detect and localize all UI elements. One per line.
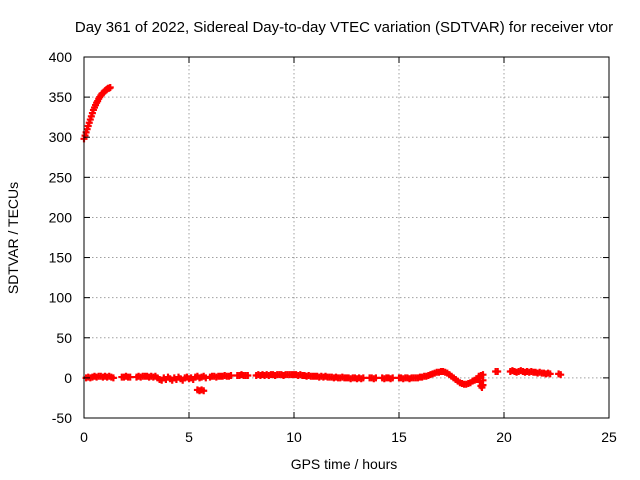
- data-point: [389, 374, 397, 382]
- x-axis-label: GPS time / hours: [291, 456, 398, 472]
- y-tick-label: 0: [64, 370, 72, 386]
- y-axis-label: SDTVAR / TECUs: [5, 182, 21, 294]
- y-tick-label: -50: [52, 410, 72, 426]
- x-tick-label: 15: [391, 429, 407, 445]
- y-tick-label: 250: [49, 169, 73, 185]
- x-tick-label: 20: [496, 429, 512, 445]
- x-tick-label: 5: [185, 429, 193, 445]
- y-tick-label: 350: [49, 89, 73, 105]
- data-point: [200, 387, 208, 395]
- data-point: [494, 367, 502, 375]
- grid: [84, 57, 609, 418]
- data-point: [546, 370, 554, 378]
- y-tick-label: 300: [49, 129, 73, 145]
- data-point: [479, 376, 487, 384]
- data-point: [106, 83, 114, 91]
- data-point: [126, 373, 134, 381]
- data-points: [80, 83, 565, 395]
- chart-title: Day 361 of 2022, Sidereal Day-to-day VTE…: [75, 19, 613, 36]
- plot-frame: [83, 56, 610, 419]
- y-tick-label: 50: [56, 330, 72, 346]
- axis-ticks: -50 0 50 100 150 200 250 300 350 400 0 5 10 15 20 25: [49, 49, 617, 445]
- y-tick-label: 150: [49, 250, 73, 266]
- data-point: [109, 374, 117, 382]
- y-tick-label: 400: [49, 49, 73, 65]
- x-tick-label: 0: [80, 429, 88, 445]
- data-point: [244, 371, 252, 379]
- y-tick-label: 200: [49, 209, 73, 225]
- x-tick-label: 25: [601, 429, 617, 445]
- data-point: [557, 371, 565, 379]
- x-tick-label: 10: [286, 429, 302, 445]
- data-point: [227, 371, 235, 379]
- data-point: [372, 374, 380, 382]
- data-point: [359, 374, 367, 382]
- y-tick-label: 100: [49, 290, 73, 306]
